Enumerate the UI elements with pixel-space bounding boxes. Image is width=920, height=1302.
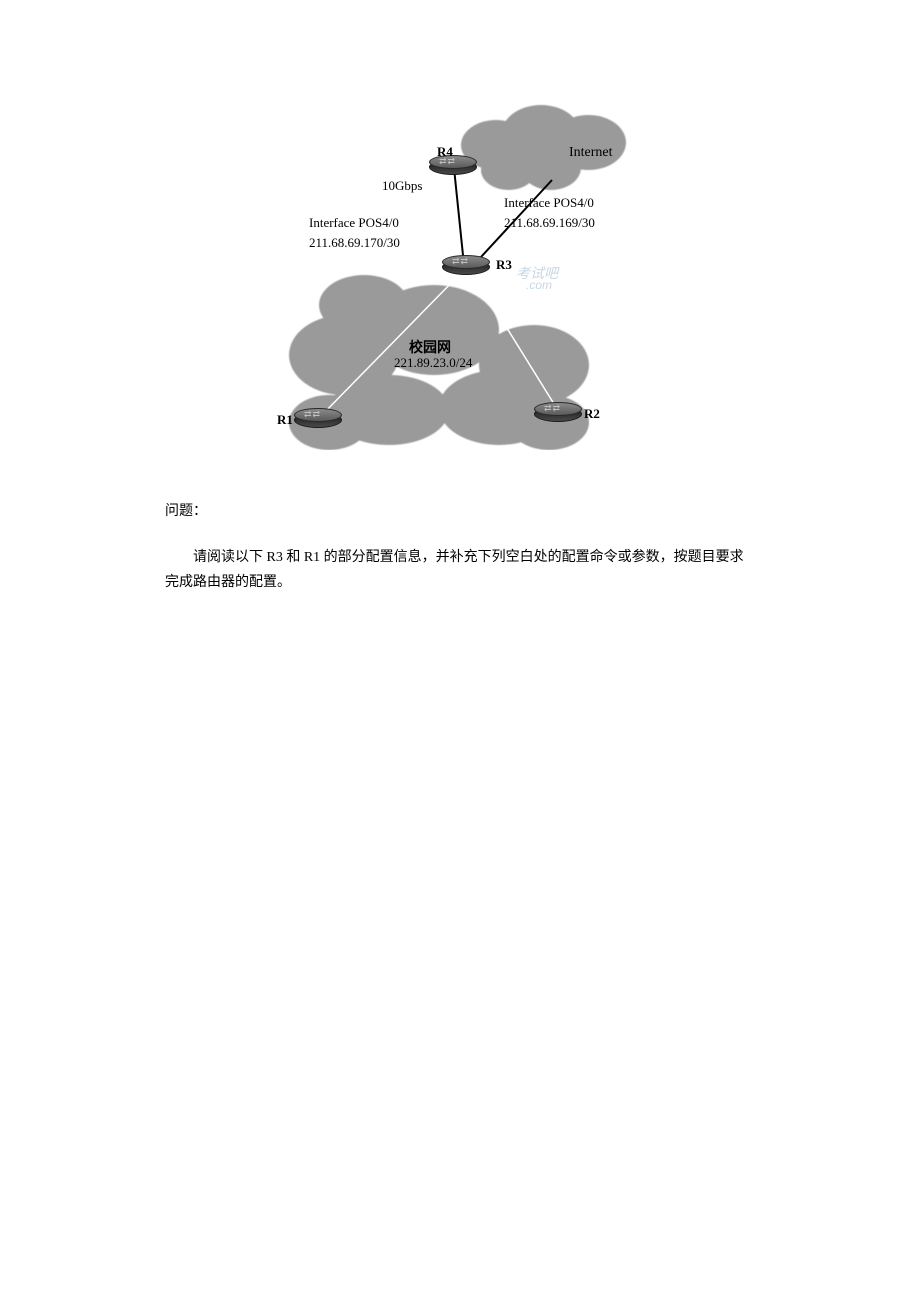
watermark-url: .com xyxy=(526,278,552,292)
label-speed: 10Gbps xyxy=(382,178,422,194)
label-r1: R1 xyxy=(277,412,293,428)
label-campus-ip: 221.89.23.0/24 xyxy=(394,355,472,371)
question-text: 请阅读以下 R3 和 R1 的部分配置信息，并补充下列空白处的配置命令或参数，按… xyxy=(165,545,755,595)
router-r2: ⇄⇄ xyxy=(534,402,582,424)
label-interface-right: Interface POS4/0 xyxy=(504,195,594,211)
label-internet: Internet xyxy=(569,145,613,161)
label-r2: R2 xyxy=(584,406,600,422)
question-section: 问题： 请阅读以下 R3 和 R1 的部分配置信息，并补充下列空白处的配置命令或… xyxy=(165,500,755,595)
label-ip-left: 211.68.69.170/30 xyxy=(309,235,400,251)
label-interface-left: Interface POS4/0 xyxy=(309,215,399,231)
router-r3: ⇄⇄ xyxy=(442,255,490,277)
question-label: 问题： xyxy=(165,500,755,520)
router-r1: ⇄⇄ xyxy=(294,408,342,430)
network-diagram: ⇄⇄ ⇄⇄ ⇄⇄ ⇄⇄ R4 R3 R1 R2 Internet 10Gbps … xyxy=(274,100,646,450)
label-ip-right: 211.68.69.169/30 xyxy=(504,215,595,231)
label-campus: 校园网 xyxy=(409,337,451,357)
label-r3: R3 xyxy=(496,257,512,273)
label-r4: R4 xyxy=(437,144,453,160)
